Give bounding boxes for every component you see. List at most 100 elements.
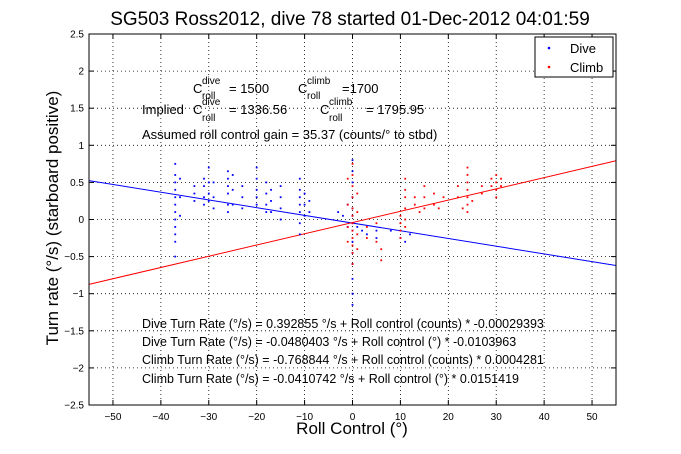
implied-dive-symbol: C: [193, 102, 202, 117]
point-dive: [298, 222, 301, 225]
point-dive: [203, 177, 205, 180]
point-dive: [241, 207, 244, 210]
point-dive: [351, 277, 354, 280]
y-tick-label: −1: [73, 289, 85, 300]
point-dive: [255, 188, 258, 191]
point-climb: [351, 222, 354, 225]
implied-dive-superscript: dive: [202, 97, 221, 108]
implied-prefix: Implied: [142, 102, 184, 117]
point-climb: [356, 211, 359, 213]
point-dive: [227, 192, 229, 195]
point-dive: [298, 233, 301, 236]
c-dive-subscript: roll: [202, 91, 215, 102]
point-dive: [298, 177, 301, 180]
point-climb: [480, 185, 483, 188]
point-climb: [351, 214, 354, 217]
point-climb: [433, 192, 435, 195]
point-climb: [351, 196, 354, 199]
point-dive: [227, 203, 229, 206]
point-climb: [351, 263, 354, 265]
point-climb: [490, 177, 493, 180]
equation-dive-degrees: Dive Turn Rate (°/s) = -0.0480403 °/s + …: [142, 335, 516, 349]
point-climb: [413, 203, 416, 206]
point-climb: [351, 207, 354, 210]
c-dive-symbol: C: [193, 81, 202, 96]
point-dive: [270, 211, 272, 213]
point-dive: [174, 181, 177, 184]
legend-item-dive: Dive: [547, 41, 596, 56]
equation-climb-counts: Climb Turn Rate (°/s) = -0.768844 °/s + …: [142, 353, 544, 367]
point-dive: [303, 214, 306, 217]
y-tick-label: 0.5: [70, 178, 84, 189]
point-climb: [461, 207, 464, 210]
point-climb: [365, 237, 368, 239]
point-climb: [466, 181, 469, 184]
point-dive: [265, 211, 268, 213]
point-dive: [375, 229, 378, 232]
point-dive: [203, 185, 205, 188]
implied-label: Implied C dive roll = 1336.56 C climb ro…: [142, 97, 424, 124]
point-dive: [207, 166, 210, 169]
point-dive: [351, 292, 354, 295]
y-axis-label: Turn rate (°/s) (starboard positive): [43, 91, 62, 346]
point-dive: [203, 196, 205, 199]
point-climb: [351, 174, 354, 176]
point-dive: [255, 203, 258, 206]
data-points: [174, 159, 502, 306]
equation-climb-degrees: Climb Turn Rate (°/s) = -0.0410742 °/s +…: [142, 372, 519, 386]
point-dive: [255, 196, 258, 199]
point-climb: [356, 192, 359, 195]
point-dive: [265, 181, 268, 184]
legend-label-dive: Dive: [570, 41, 596, 56]
legend-box: [534, 36, 614, 78]
c-climb-value: =1700: [342, 81, 379, 96]
point-climb: [480, 192, 483, 195]
point-dive: [265, 192, 268, 195]
plot-area: −50 −40 −30 −20 −10 0 10 20 30 40 50−2.5−2−1.5−1−0…: [64, 30, 617, 423]
x-tick-label: 30: [491, 412, 503, 423]
point-climb: [351, 244, 354, 247]
point-dive: [351, 170, 354, 173]
point-climb: [404, 226, 407, 228]
point-dive: [203, 203, 205, 206]
y-tick-label: 0: [78, 215, 84, 226]
point-dive: [231, 203, 234, 206]
point-dive: [193, 192, 196, 195]
point-dive: [351, 181, 354, 184]
axes-background: [89, 34, 616, 405]
point-dive: [207, 200, 210, 202]
y-tick-label: −1.5: [64, 326, 84, 337]
point-dive: [174, 203, 177, 206]
point-dive: [342, 214, 344, 217]
x-tick-label: −50: [104, 412, 121, 423]
y-tick-label: −0.5: [64, 252, 84, 263]
point-dive: [241, 185, 244, 188]
point-dive: [279, 207, 282, 210]
c-climb-superscript: climb: [307, 76, 331, 87]
x-tick-label: −10: [296, 412, 313, 423]
x-tick-label: 40: [539, 412, 551, 423]
point-climb: [495, 174, 498, 176]
legend: Dive Climb: [534, 36, 614, 78]
point-climb: [351, 251, 354, 254]
point-dive: [351, 303, 354, 306]
point-climb: [466, 188, 469, 191]
point-climb: [399, 237, 402, 239]
point-dive: [409, 233, 411, 236]
implied-climb-subscript: roll: [329, 113, 342, 124]
point-climb: [500, 185, 502, 188]
point-dive: [174, 162, 177, 165]
point-climb: [380, 259, 383, 262]
y-tick-label: −2: [73, 363, 85, 374]
point-dive: [179, 177, 181, 180]
point-dive: [255, 177, 258, 180]
point-dive: [298, 188, 301, 191]
point-dive: [365, 233, 368, 236]
point-dive: [351, 240, 354, 243]
point-climb: [418, 211, 421, 213]
point-dive: [207, 181, 210, 184]
point-dive: [270, 200, 272, 202]
point-dive: [174, 233, 177, 236]
y-tick-label: 1.5: [70, 104, 84, 115]
point-climb: [490, 185, 493, 188]
